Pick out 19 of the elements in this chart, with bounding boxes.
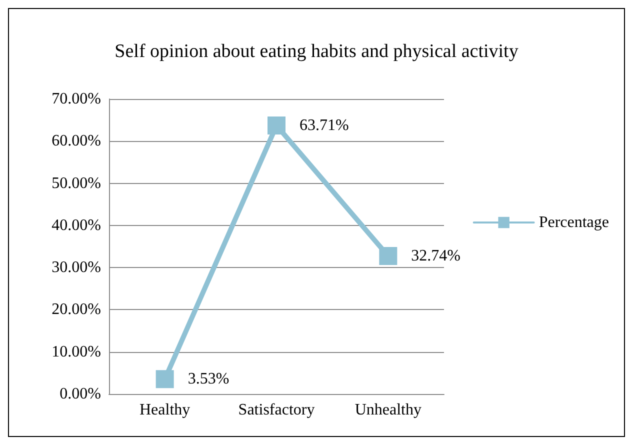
y-tick-label: 20.00%: [52, 301, 101, 318]
data-label: 3.53%: [188, 370, 230, 388]
data-label: 63.71%: [300, 117, 349, 134]
y-tick-label: 60.00%: [52, 132, 101, 150]
chart-title: Self opinion about eating habits and physical activity: [114, 41, 519, 62]
y-tick-label: 40.00%: [52, 216, 101, 234]
data-label: 32.74%: [411, 248, 460, 265]
x-tick-label: Healthy: [140, 402, 190, 418]
legend-label: Percentage: [538, 214, 610, 231]
y-tick-label: 0.00%: [60, 386, 101, 402]
point: [379, 247, 398, 266]
y-tick-label: 10.00%: [52, 343, 101, 360]
y-tick-label: 30.00%: [52, 259, 101, 276]
point: [268, 116, 286, 135]
x-tick-label: Unhealthy: [354, 402, 422, 418]
point: [156, 370, 174, 388]
x-tick-label: Satisfactory: [238, 402, 315, 418]
y-tick-label: 50.00%: [52, 174, 101, 192]
y-tick-label: 70.00%: [52, 90, 101, 108]
